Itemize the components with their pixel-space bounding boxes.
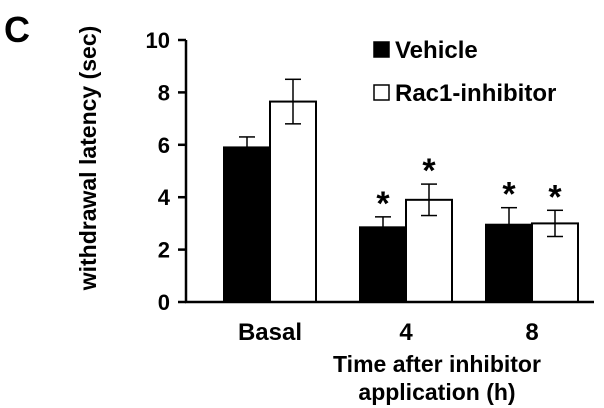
bar-vehicle [223,146,271,303]
legend-label-rac1: Rac1-inhibitor [395,80,556,107]
y-tick-label: 8 [158,80,170,105]
x-tick-label: Basal [238,319,302,346]
x-axis-label-line1: Time after inhibitor [333,351,541,377]
y-axis-label: withdrawal latency (sec) [75,26,101,292]
error-bars [239,78,563,243]
bar-rac1-inhibitor [405,198,453,304]
panel-label: C [4,9,30,50]
significance-star: * [422,152,436,190]
y-tick-label: 4 [158,185,171,210]
x-tick-label: 8 [525,319,538,346]
legend-swatch-rac1 [373,84,390,101]
significance-markers: * * * * [376,152,562,223]
significance-star: * [376,185,390,223]
y-tick-label: 10 [146,28,170,53]
bars [223,100,579,304]
significance-star: * [548,178,562,216]
bar-rac1-inhibitor [269,100,317,303]
y-tick-label: 6 [158,133,170,158]
y-tick-label: 2 [158,238,170,263]
significance-star: * [502,176,516,214]
y-tick-label: 0 [158,290,170,315]
legend-swatch-vehicle [373,41,390,58]
x-axis-tick-labels: Basal 4 8 [238,319,539,346]
legend-label-vehicle: Vehicle [395,37,478,64]
legend: Vehicle Rac1-inhibitor [373,37,556,107]
x-tick-label: 4 [399,319,413,346]
y-axis-ticks: 0 2 4 6 8 10 [146,28,186,315]
x-axis-label-line2: application (h) [358,379,515,405]
